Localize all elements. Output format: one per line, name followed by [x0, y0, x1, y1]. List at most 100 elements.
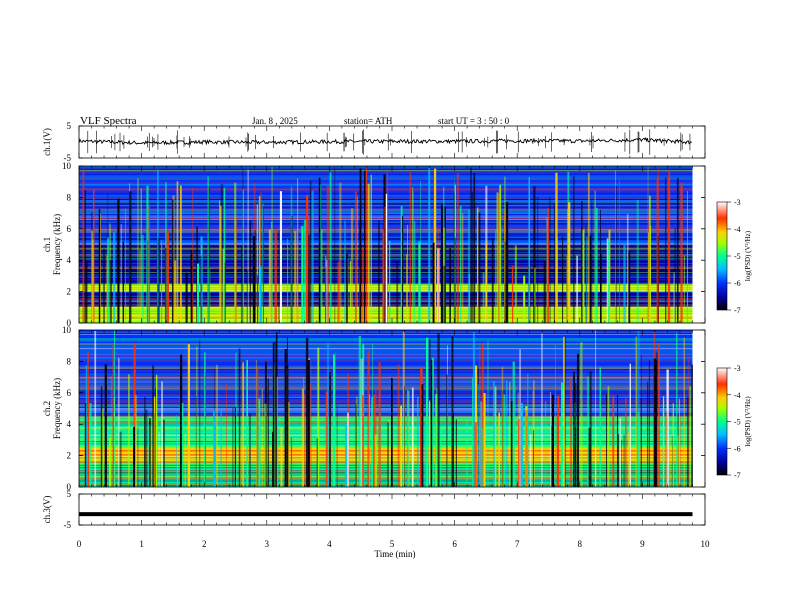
- spectrogram-sferic: [440, 205, 443, 323]
- spectrogram-row: [79, 484, 693, 486]
- spectrogram-sferic: [523, 275, 526, 323]
- spectrogram-sferic: [587, 172, 590, 323]
- colorbar-tick-label: -3: [734, 364, 741, 373]
- spectrogram-sferic: [258, 196, 261, 323]
- spectrogram-sferic: [290, 437, 293, 487]
- spectrogram-sferic: [119, 431, 122, 487]
- spectrogram-row: [79, 340, 693, 342]
- spectrogram-sferic: [668, 170, 671, 323]
- spectrogram-sferic: [274, 341, 277, 487]
- spectrogram-sferic: [274, 229, 277, 323]
- spectrogram-sferic: [112, 343, 114, 487]
- spectrogram-sferic: [147, 240, 149, 323]
- spectrogram-sferic: [207, 176, 209, 323]
- spectrogram-sferic: [551, 426, 553, 487]
- spectrogram-sferic: [612, 395, 615, 487]
- spectrogram-sferic: [407, 224, 408, 323]
- spectrogram-row: [79, 239, 693, 241]
- spectrogram-row: [79, 172, 693, 174]
- spectrogram-sferic: [487, 341, 489, 487]
- spectrogram-row: [79, 354, 693, 356]
- spectrogram-sferic: [435, 394, 438, 487]
- spectrogram-sferic: [417, 396, 419, 487]
- spectrogram-sferic: [94, 330, 97, 487]
- spectrogram-sferic: [494, 386, 497, 487]
- spectrogram-sferic: [301, 226, 304, 323]
- spectrogram-sferic: [360, 358, 363, 487]
- spectrogram-sferic: [591, 199, 593, 323]
- spectrogram-row: [79, 284, 693, 286]
- spectrogram-row: [79, 461, 693, 462]
- spectrogram-sferic: [581, 201, 583, 323]
- spectrogram-sferic: [529, 434, 532, 487]
- spectrogram-row: [79, 202, 693, 204]
- spectrogram-sferic: [232, 408, 234, 487]
- spectrogram-sferic: [453, 192, 455, 323]
- spectrogram-sferic: [311, 190, 314, 323]
- spectrogram-sferic: [400, 405, 402, 487]
- spectrogram-row: [79, 171, 693, 173]
- spectrogram-sferic: [219, 200, 221, 323]
- spectrogram-sferic: [141, 234, 144, 323]
- spectrogram-sferic: [532, 390, 534, 487]
- spectrogram-row: [79, 320, 693, 322]
- spectrogram-row: [79, 472, 693, 474]
- spectrogram-sferic: [235, 352, 238, 487]
- spectrogram-sferic: [519, 349, 521, 487]
- x-tick-label: 8: [578, 539, 583, 549]
- spectrogram-sferic: [280, 427, 283, 487]
- spectrogram-sferic: [117, 198, 120, 323]
- spectrogram-row: [79, 452, 693, 454]
- spectrogram-sferic: [689, 386, 692, 487]
- spectrogram-row: [79, 457, 693, 459]
- spectrogram-row: [79, 210, 693, 212]
- spectrogram-row: [79, 467, 693, 469]
- spectrogram-sferic: [653, 358, 656, 487]
- spectrogram-row: [79, 215, 693, 217]
- spectrogram-sferic: [155, 387, 157, 487]
- spectrogram-sferic: [305, 338, 309, 487]
- spectrogram-sferic: [566, 208, 568, 323]
- spectrogram-sferic: [412, 187, 414, 323]
- spectrogram-row: [79, 409, 693, 411]
- spectrogram-row: [79, 425, 693, 427]
- spectrogram-sferic: [197, 263, 199, 323]
- spectrogram-sferic: [582, 229, 585, 323]
- spectrogram-sferic: [462, 213, 464, 323]
- spectrogram-sferic: [364, 170, 366, 323]
- y-tick-label: 4: [67, 419, 72, 429]
- spectrogram-row: [79, 343, 693, 344]
- spectrogram-sferic: [215, 364, 218, 487]
- spectrogram-row: [79, 458, 693, 460]
- spectrogram-sferic: [325, 391, 328, 487]
- spectrogram-sferic: [367, 183, 370, 323]
- spectrogram-sferic: [257, 275, 259, 323]
- spectrogram-row: [79, 336, 693, 338]
- spectrogram-sferic: [373, 394, 376, 487]
- spectrogram-row: [79, 192, 693, 194]
- spectrogram-sferic: [333, 354, 336, 487]
- colorbar-ch2: -3 -4 -5 -6 -7 log(PSD) (V²/Hz): [716, 364, 752, 480]
- spectrogram-row: [79, 348, 693, 349]
- spectrogram-sferic: [421, 384, 424, 487]
- spectrogram-sferic: [655, 352, 658, 487]
- spectrogram-sferic: [396, 261, 399, 323]
- spectrogram-sferic: [456, 173, 459, 323]
- spectrogram-row: [79, 330, 693, 332]
- spectrogram-sferic: [329, 172, 332, 323]
- spectrogram-sferic: [623, 244, 626, 323]
- spectrogram-tone: [79, 306, 693, 309]
- spectrogram-sferic: [503, 394, 506, 487]
- spectrogram-row: [79, 332, 693, 334]
- spectrogram-row: [79, 375, 693, 377]
- spectrogram-sferic: [87, 351, 89, 487]
- spectrogram-sferic: [615, 170, 616, 323]
- spectrogram-sferic: [623, 434, 625, 487]
- ch1-spectrogram-panel: 0 2 4 6 8 10 ch.1 Frequency (kHz): [42, 161, 706, 328]
- spectrogram-sferic: [615, 185, 617, 323]
- spectrogram-sferic: [181, 403, 184, 487]
- spectrogram-row: [79, 398, 693, 400]
- spectrogram-row: [79, 318, 693, 320]
- spectrogram-sferic: [308, 359, 310, 487]
- spectrogram-row: [79, 310, 693, 312]
